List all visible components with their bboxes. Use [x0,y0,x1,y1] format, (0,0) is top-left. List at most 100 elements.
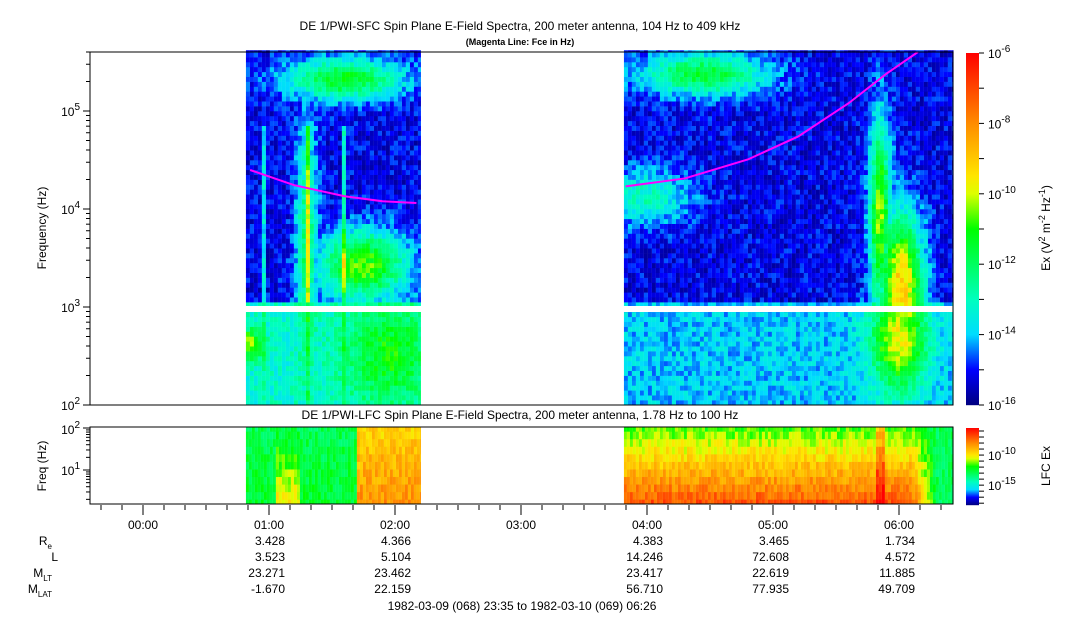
heatmap-cell [357,140,362,146]
heatmap-cell [643,174,648,180]
heatmap-cell [293,96,298,102]
heatmap-cell [639,238,644,244]
heatmap-cell [317,57,322,63]
heatmap-cell [679,125,684,131]
heatmap-cell [691,223,696,229]
heatmap-cell [245,213,250,220]
heatmap-cell [317,277,322,283]
heatmap-cell [683,253,688,259]
heatmap-cell [409,91,414,97]
heatmap-cell [257,365,262,371]
heatmap-cell [289,66,294,73]
heatmap-cell [361,184,366,190]
heatmap-cell [393,52,398,58]
heatmap-cell [631,282,636,288]
heatmap-cell [691,125,696,131]
heatmap-cell [273,169,278,175]
heatmap-cell [401,91,406,97]
heatmap-cell [261,86,266,92]
heatmap-cell [393,184,398,190]
heatmap-cell [695,395,700,401]
heatmap-cell [365,66,370,73]
heatmap-cell [361,233,366,239]
heatmap-cell [623,189,628,195]
heatmap-cell [667,390,672,396]
heatmap-cell [369,253,374,259]
heatmap-cell [329,258,334,264]
heatmap-cell [289,106,294,112]
heatmap-cell [699,258,704,264]
heatmap-cell [711,184,716,190]
heatmap-cell [361,258,366,264]
heatmap-cell [361,155,366,161]
heatmap-cell [341,106,346,112]
heatmap-cell [643,169,648,175]
heatmap-cell [349,346,354,352]
heatmap-cell [647,125,652,131]
heatmap-cell [409,106,414,112]
heatmap-cell [691,321,696,327]
heatmap-cell [417,316,421,322]
heatmap-cell [683,292,688,298]
heatmap-cell [361,248,366,254]
heatmap-cell [655,380,660,386]
heatmap-cell [707,66,712,73]
heatmap-cell [679,189,684,195]
heatmap-cell [417,150,421,156]
heatmap-cell [389,57,394,63]
heatmap-cell [321,292,326,298]
heatmap-cell [409,223,414,229]
heatmap-cell [381,57,386,63]
heatmap-cell [281,341,286,347]
heatmap-cell [651,380,656,386]
heatmap-cell [325,223,330,229]
heatmap-cell [413,370,418,376]
heatmap-cell [687,380,692,386]
heatmap-cell [675,302,680,308]
heatmap-cell [663,326,668,332]
heatmap-cell [405,331,410,337]
heatmap-cell [397,360,402,367]
heatmap-cell [381,267,386,273]
heatmap-cell [321,233,326,239]
heatmap-cell [655,282,660,288]
heatmap-cell [711,71,716,77]
heatmap-cell [651,184,656,190]
heatmap-cell [695,351,700,357]
heatmap-cell [671,111,676,117]
heatmap-cell [325,111,330,117]
heatmap-cell [699,316,704,322]
heatmap-cell [647,380,652,386]
heatmap-cell [695,50,700,53]
heatmap-cell [381,101,386,107]
heatmap-cell [389,341,394,347]
heatmap-cell [329,297,334,303]
heatmap-cell [261,199,266,205]
heatmap-cell [349,184,354,190]
heatmap-cell [301,292,306,298]
heatmap-cell [707,380,712,386]
heatmap-cell [297,267,302,273]
heatmap-cell [289,248,294,254]
heatmap-cell [703,50,708,53]
heatmap-cell [273,302,278,308]
heatmap-cell [377,380,382,386]
heatmap-cell [353,76,358,82]
heatmap-cell [655,52,660,58]
heatmap-cell [631,50,636,53]
heatmap-cell [285,111,290,117]
heatmap-cell [417,184,421,190]
heatmap-cell [389,287,394,293]
heatmap-cell [715,297,720,303]
heatmap-cell [413,194,418,200]
heatmap-cell [305,356,310,362]
heatmap-cell [635,272,640,278]
heatmap-cell [381,204,386,210]
heatmap-cell [413,50,418,53]
heatmap-cell [317,218,322,224]
heatmap-cell [245,184,250,190]
heatmap-cell [635,189,640,195]
heatmap-cell [273,96,278,102]
heatmap-cell [639,169,644,175]
heatmap-cell [257,385,262,391]
